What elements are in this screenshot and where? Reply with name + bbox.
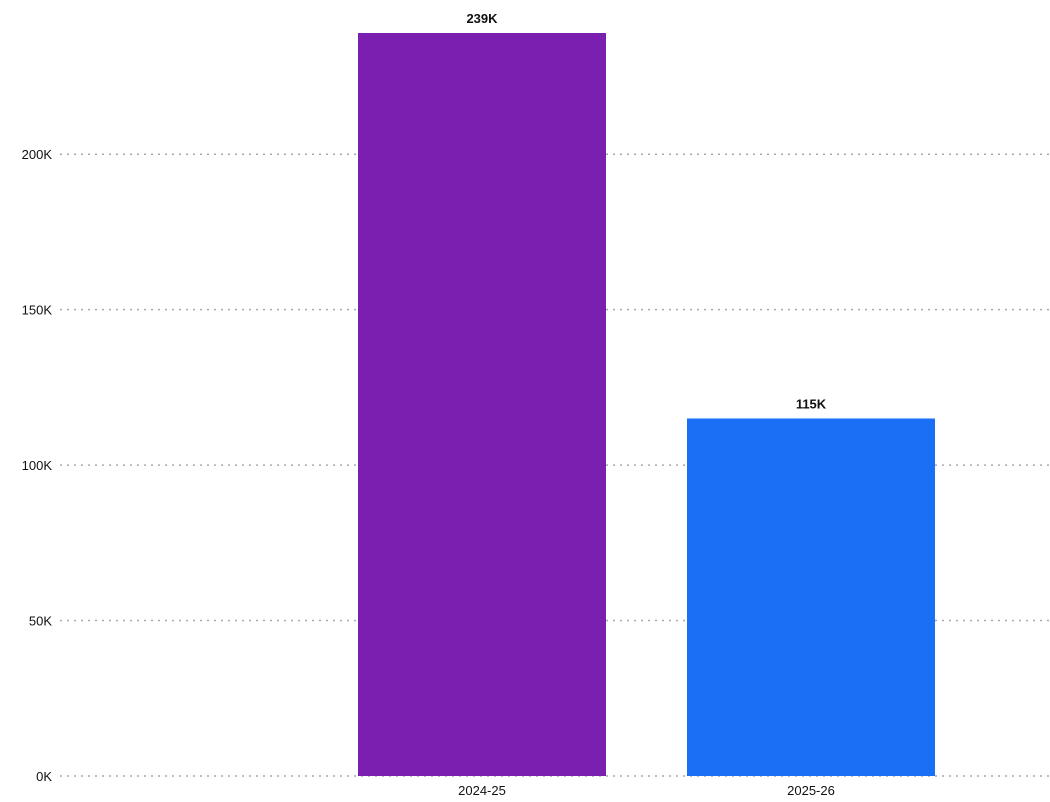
data-label-2024-25: 239K [466,11,498,26]
bar-2025-26[interactable] [687,418,935,776]
y-tick-label-0: 0K [36,769,52,784]
bars [358,33,935,776]
data-labels: 239K 115K [466,11,826,411]
y-axis-ticks: 0K 50K 100K 150K 200K [22,147,53,784]
x-axis-ticks: 2024-25 2025-26 [458,783,835,798]
y-tick-label-2: 100K [22,458,53,473]
y-tick-label-3: 150K [22,303,53,318]
x-tick-label-2024-25: 2024-25 [458,783,506,798]
data-label-2025-26: 115K [796,396,827,411]
y-tick-label-4: 200K [22,147,53,162]
bar-2024-25[interactable] [358,33,606,776]
x-tick-label-2025-26: 2025-26 [787,783,835,798]
y-tick-label-1: 50K [29,614,52,629]
